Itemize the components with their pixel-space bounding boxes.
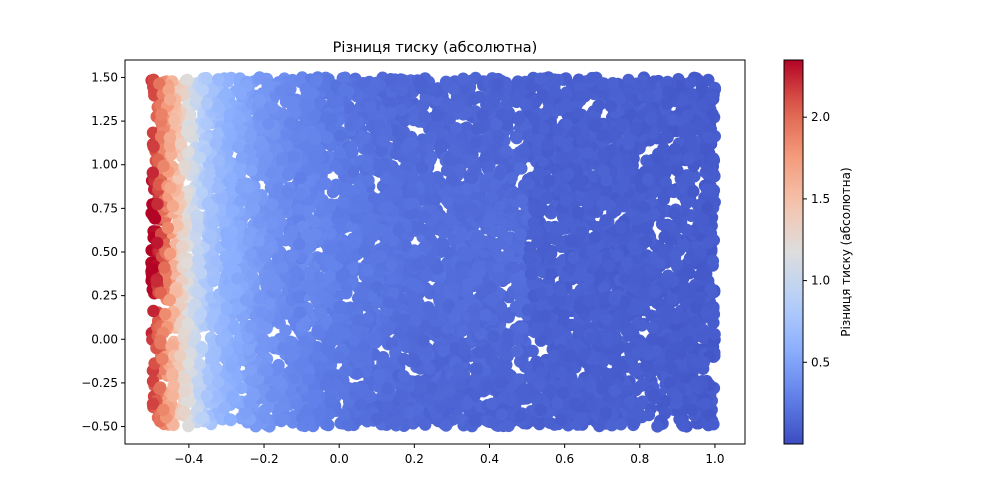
scatter-point (468, 162, 482, 175)
scatter-point (212, 127, 225, 140)
scatter-point (680, 169, 693, 182)
scatter-point (512, 373, 526, 386)
scatter-point (407, 352, 420, 366)
chart-title: Різниця тиску (абсолютна) (333, 40, 538, 56)
scatter-point (552, 324, 565, 337)
scatter-point (442, 185, 455, 198)
scatter-point (592, 99, 605, 112)
scatter-point (700, 183, 714, 196)
scatter-point (613, 341, 627, 354)
scatter-point (661, 304, 674, 317)
scatter-point (408, 291, 421, 304)
scatter-point (526, 344, 539, 358)
scatter-point (302, 415, 316, 428)
scatter-point (659, 164, 672, 177)
scatter-point (683, 267, 696, 280)
scatter-point (706, 107, 719, 121)
scatter-point (181, 73, 194, 87)
scatter-point (487, 330, 500, 343)
scatter-points (145, 71, 722, 433)
scatter-point (384, 416, 398, 429)
scatter-point (493, 365, 506, 378)
scatter-point (697, 329, 710, 342)
scatter-point (188, 330, 202, 344)
scatter-point (659, 176, 672, 189)
scatter-point (505, 171, 518, 184)
scatter-point (209, 345, 222, 358)
scatter-point (375, 144, 388, 157)
scatter-point (252, 216, 265, 229)
scatter-point (591, 221, 604, 234)
scatter-point (367, 192, 381, 205)
scatter-point (671, 258, 684, 271)
scatter-point (656, 120, 669, 133)
scatter-point (572, 107, 585, 120)
scatter-point (488, 356, 501, 369)
scatter-point (531, 394, 544, 407)
scatter-point (599, 214, 612, 227)
scatter-point (534, 334, 548, 347)
scatter-point (418, 319, 432, 332)
scatter-point (441, 100, 455, 113)
scatter-point (708, 169, 721, 183)
scatter-point (440, 194, 454, 207)
plot-area (124, 59, 746, 445)
scatter-point (552, 133, 566, 147)
scatter-point (419, 269, 433, 282)
scatter-point (202, 373, 215, 386)
scatter-point (146, 262, 159, 275)
scatter-point (200, 117, 213, 131)
scatter-point (202, 177, 215, 190)
scatter-point (502, 419, 515, 433)
scatter-point (597, 281, 610, 294)
scatter-point (555, 413, 568, 426)
scatter-point (657, 142, 670, 155)
scatter-point (232, 140, 245, 154)
scatter-point (362, 174, 375, 187)
scatter-point (181, 317, 194, 330)
scatter-point (363, 212, 377, 226)
